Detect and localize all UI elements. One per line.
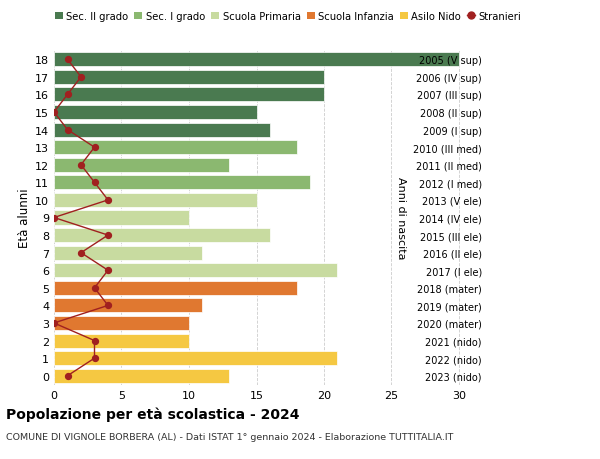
Bar [54,316,189,330]
Bar [54,246,202,260]
Bar [54,193,257,207]
Point [63,56,72,64]
Text: COMUNE DI VIGNOLE BORBERA (AL) - Dati ISTAT 1° gennaio 2024 - Elaborazione TUTTI: COMUNE DI VIGNOLE BORBERA (AL) - Dati IS… [6,432,454,442]
Y-axis label: Anni di nascita: Anni di nascita [397,177,406,259]
Point [90,144,100,151]
Point [76,249,86,257]
Point [63,127,72,134]
Point [49,109,59,117]
Point [76,162,86,169]
Bar [54,281,297,295]
Bar [54,71,324,85]
Point [90,285,100,292]
Point [90,355,100,362]
Point [103,267,113,274]
Bar [54,176,311,190]
Legend: Sec. II grado, Sec. I grado, Scuola Primaria, Scuola Infanzia, Asilo Nido, Stran: Sec. II grado, Sec. I grado, Scuola Prim… [55,12,521,22]
Bar [54,229,270,243]
Bar [54,334,189,348]
Bar [54,351,337,365]
Bar [54,158,229,173]
Bar [54,141,297,155]
Point [90,179,100,187]
Bar [54,53,459,67]
Bar [54,263,337,278]
Y-axis label: Età alunni: Età alunni [18,188,31,248]
Point [90,337,100,345]
Bar [54,106,257,120]
Bar [54,88,324,102]
Point [49,319,59,327]
Point [49,214,59,222]
Point [63,91,72,99]
Bar [54,299,202,313]
Point [103,197,113,204]
Point [76,74,86,81]
Point [63,372,72,380]
Bar [54,211,189,225]
Point [103,302,113,309]
Text: Popolazione per età scolastica - 2024: Popolazione per età scolastica - 2024 [6,406,299,421]
Bar [54,123,270,137]
Point [103,232,113,239]
Bar [54,369,229,383]
